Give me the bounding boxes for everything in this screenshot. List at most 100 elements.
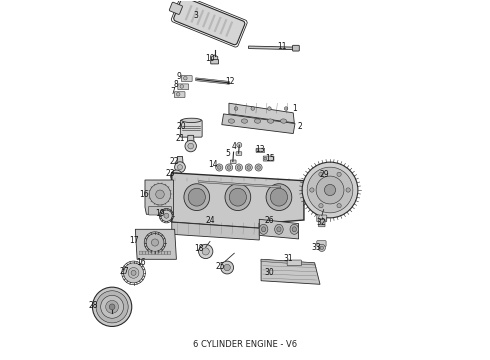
Circle shape bbox=[319, 172, 323, 176]
Text: 14: 14 bbox=[208, 161, 218, 170]
Circle shape bbox=[156, 190, 164, 199]
Text: 19: 19 bbox=[155, 209, 165, 218]
Circle shape bbox=[184, 76, 187, 80]
Circle shape bbox=[128, 267, 139, 278]
Text: 8: 8 bbox=[173, 80, 178, 89]
Text: 7: 7 bbox=[171, 87, 175, 96]
Circle shape bbox=[237, 143, 242, 148]
Text: 3: 3 bbox=[193, 11, 198, 20]
FancyBboxPatch shape bbox=[139, 251, 142, 255]
Text: 13: 13 bbox=[255, 145, 265, 154]
FancyBboxPatch shape bbox=[174, 92, 185, 98]
Circle shape bbox=[180, 85, 184, 88]
FancyBboxPatch shape bbox=[225, 21, 233, 37]
Ellipse shape bbox=[292, 227, 296, 232]
Ellipse shape bbox=[229, 188, 246, 206]
Polygon shape bbox=[198, 181, 281, 188]
Text: 17: 17 bbox=[129, 235, 139, 244]
Text: 15: 15 bbox=[265, 154, 275, 163]
Ellipse shape bbox=[268, 119, 274, 123]
Circle shape bbox=[251, 107, 254, 111]
Text: 12: 12 bbox=[225, 77, 235, 86]
Circle shape bbox=[256, 149, 259, 152]
Circle shape bbox=[188, 143, 194, 149]
Polygon shape bbox=[187, 135, 194, 146]
Ellipse shape bbox=[290, 224, 298, 234]
FancyBboxPatch shape bbox=[263, 156, 274, 161]
Text: 10: 10 bbox=[205, 54, 215, 63]
Text: 23: 23 bbox=[166, 169, 175, 178]
Circle shape bbox=[227, 166, 231, 169]
Text: 31: 31 bbox=[284, 254, 294, 263]
FancyBboxPatch shape bbox=[178, 84, 189, 90]
FancyBboxPatch shape bbox=[162, 251, 164, 255]
Text: 27: 27 bbox=[120, 267, 129, 276]
Text: 25: 25 bbox=[216, 262, 225, 271]
Polygon shape bbox=[177, 157, 183, 166]
FancyBboxPatch shape bbox=[256, 148, 265, 153]
Text: 22: 22 bbox=[170, 157, 179, 166]
FancyBboxPatch shape bbox=[317, 241, 326, 247]
Circle shape bbox=[268, 107, 271, 111]
FancyBboxPatch shape bbox=[208, 14, 216, 30]
Text: 28: 28 bbox=[88, 301, 98, 310]
Text: 16: 16 bbox=[136, 258, 146, 267]
FancyBboxPatch shape bbox=[173, 0, 245, 45]
Text: 24: 24 bbox=[205, 216, 215, 225]
Circle shape bbox=[302, 162, 358, 218]
Circle shape bbox=[109, 304, 115, 310]
Polygon shape bbox=[229, 103, 294, 123]
Text: 18: 18 bbox=[195, 244, 204, 253]
Circle shape bbox=[316, 176, 344, 204]
Polygon shape bbox=[261, 259, 320, 284]
Polygon shape bbox=[135, 229, 176, 259]
Circle shape bbox=[174, 162, 185, 172]
Text: 5: 5 bbox=[225, 149, 230, 158]
Circle shape bbox=[173, 173, 179, 179]
Polygon shape bbox=[172, 222, 259, 240]
Circle shape bbox=[218, 166, 221, 169]
Ellipse shape bbox=[184, 184, 210, 211]
FancyBboxPatch shape bbox=[148, 206, 172, 215]
Circle shape bbox=[176, 93, 180, 96]
Text: 1: 1 bbox=[293, 104, 297, 113]
FancyBboxPatch shape bbox=[152, 251, 155, 255]
Polygon shape bbox=[171, 176, 182, 182]
Circle shape bbox=[319, 203, 323, 208]
FancyBboxPatch shape bbox=[155, 251, 158, 255]
Circle shape bbox=[234, 107, 238, 111]
Circle shape bbox=[171, 170, 182, 181]
Text: 29: 29 bbox=[319, 170, 329, 179]
Circle shape bbox=[224, 264, 230, 271]
Circle shape bbox=[202, 248, 209, 255]
Polygon shape bbox=[259, 219, 298, 239]
Polygon shape bbox=[222, 114, 295, 134]
Circle shape bbox=[123, 263, 144, 283]
FancyBboxPatch shape bbox=[230, 160, 236, 163]
Text: 21: 21 bbox=[175, 134, 185, 143]
Circle shape bbox=[225, 164, 233, 171]
Circle shape bbox=[318, 244, 325, 251]
Circle shape bbox=[185, 140, 196, 152]
FancyBboxPatch shape bbox=[293, 45, 299, 51]
Circle shape bbox=[216, 164, 223, 171]
Circle shape bbox=[346, 188, 350, 192]
Ellipse shape bbox=[277, 227, 281, 232]
Circle shape bbox=[320, 246, 323, 249]
Circle shape bbox=[100, 296, 123, 318]
FancyBboxPatch shape bbox=[236, 152, 242, 156]
FancyBboxPatch shape bbox=[287, 260, 301, 266]
FancyBboxPatch shape bbox=[214, 17, 221, 32]
FancyBboxPatch shape bbox=[318, 220, 325, 227]
Polygon shape bbox=[196, 78, 229, 84]
Circle shape bbox=[247, 166, 250, 169]
Circle shape bbox=[307, 167, 353, 213]
Circle shape bbox=[220, 261, 234, 274]
FancyBboxPatch shape bbox=[180, 120, 202, 137]
Circle shape bbox=[146, 234, 164, 251]
Circle shape bbox=[151, 239, 159, 246]
Ellipse shape bbox=[225, 184, 251, 211]
Circle shape bbox=[177, 165, 182, 170]
Polygon shape bbox=[145, 180, 173, 214]
Text: 26: 26 bbox=[265, 216, 274, 225]
